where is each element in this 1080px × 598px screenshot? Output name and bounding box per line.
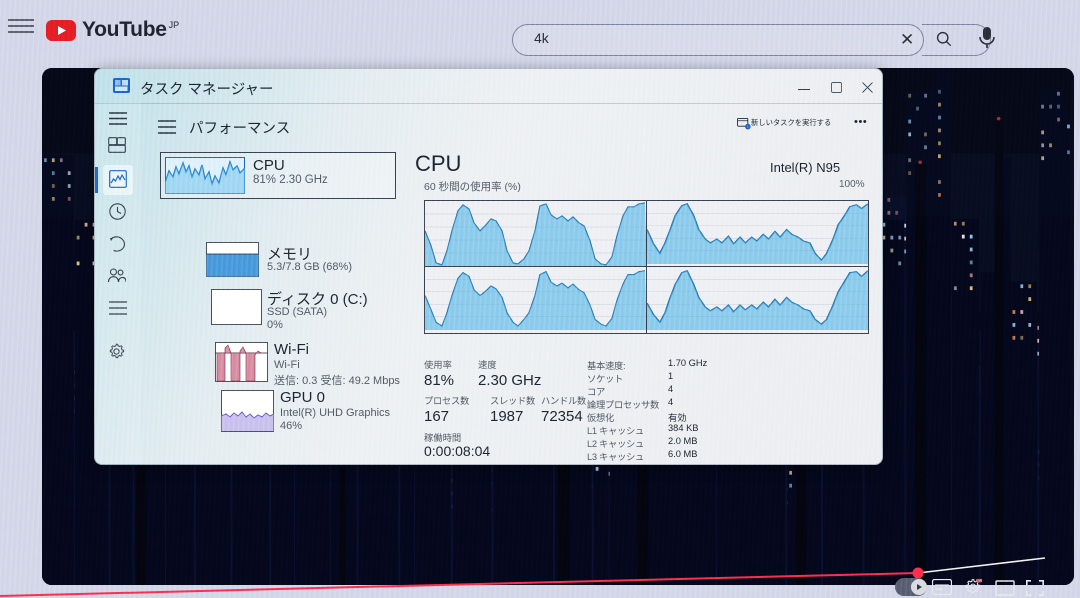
svg-text:LIVE: LIVE xyxy=(976,579,982,583)
